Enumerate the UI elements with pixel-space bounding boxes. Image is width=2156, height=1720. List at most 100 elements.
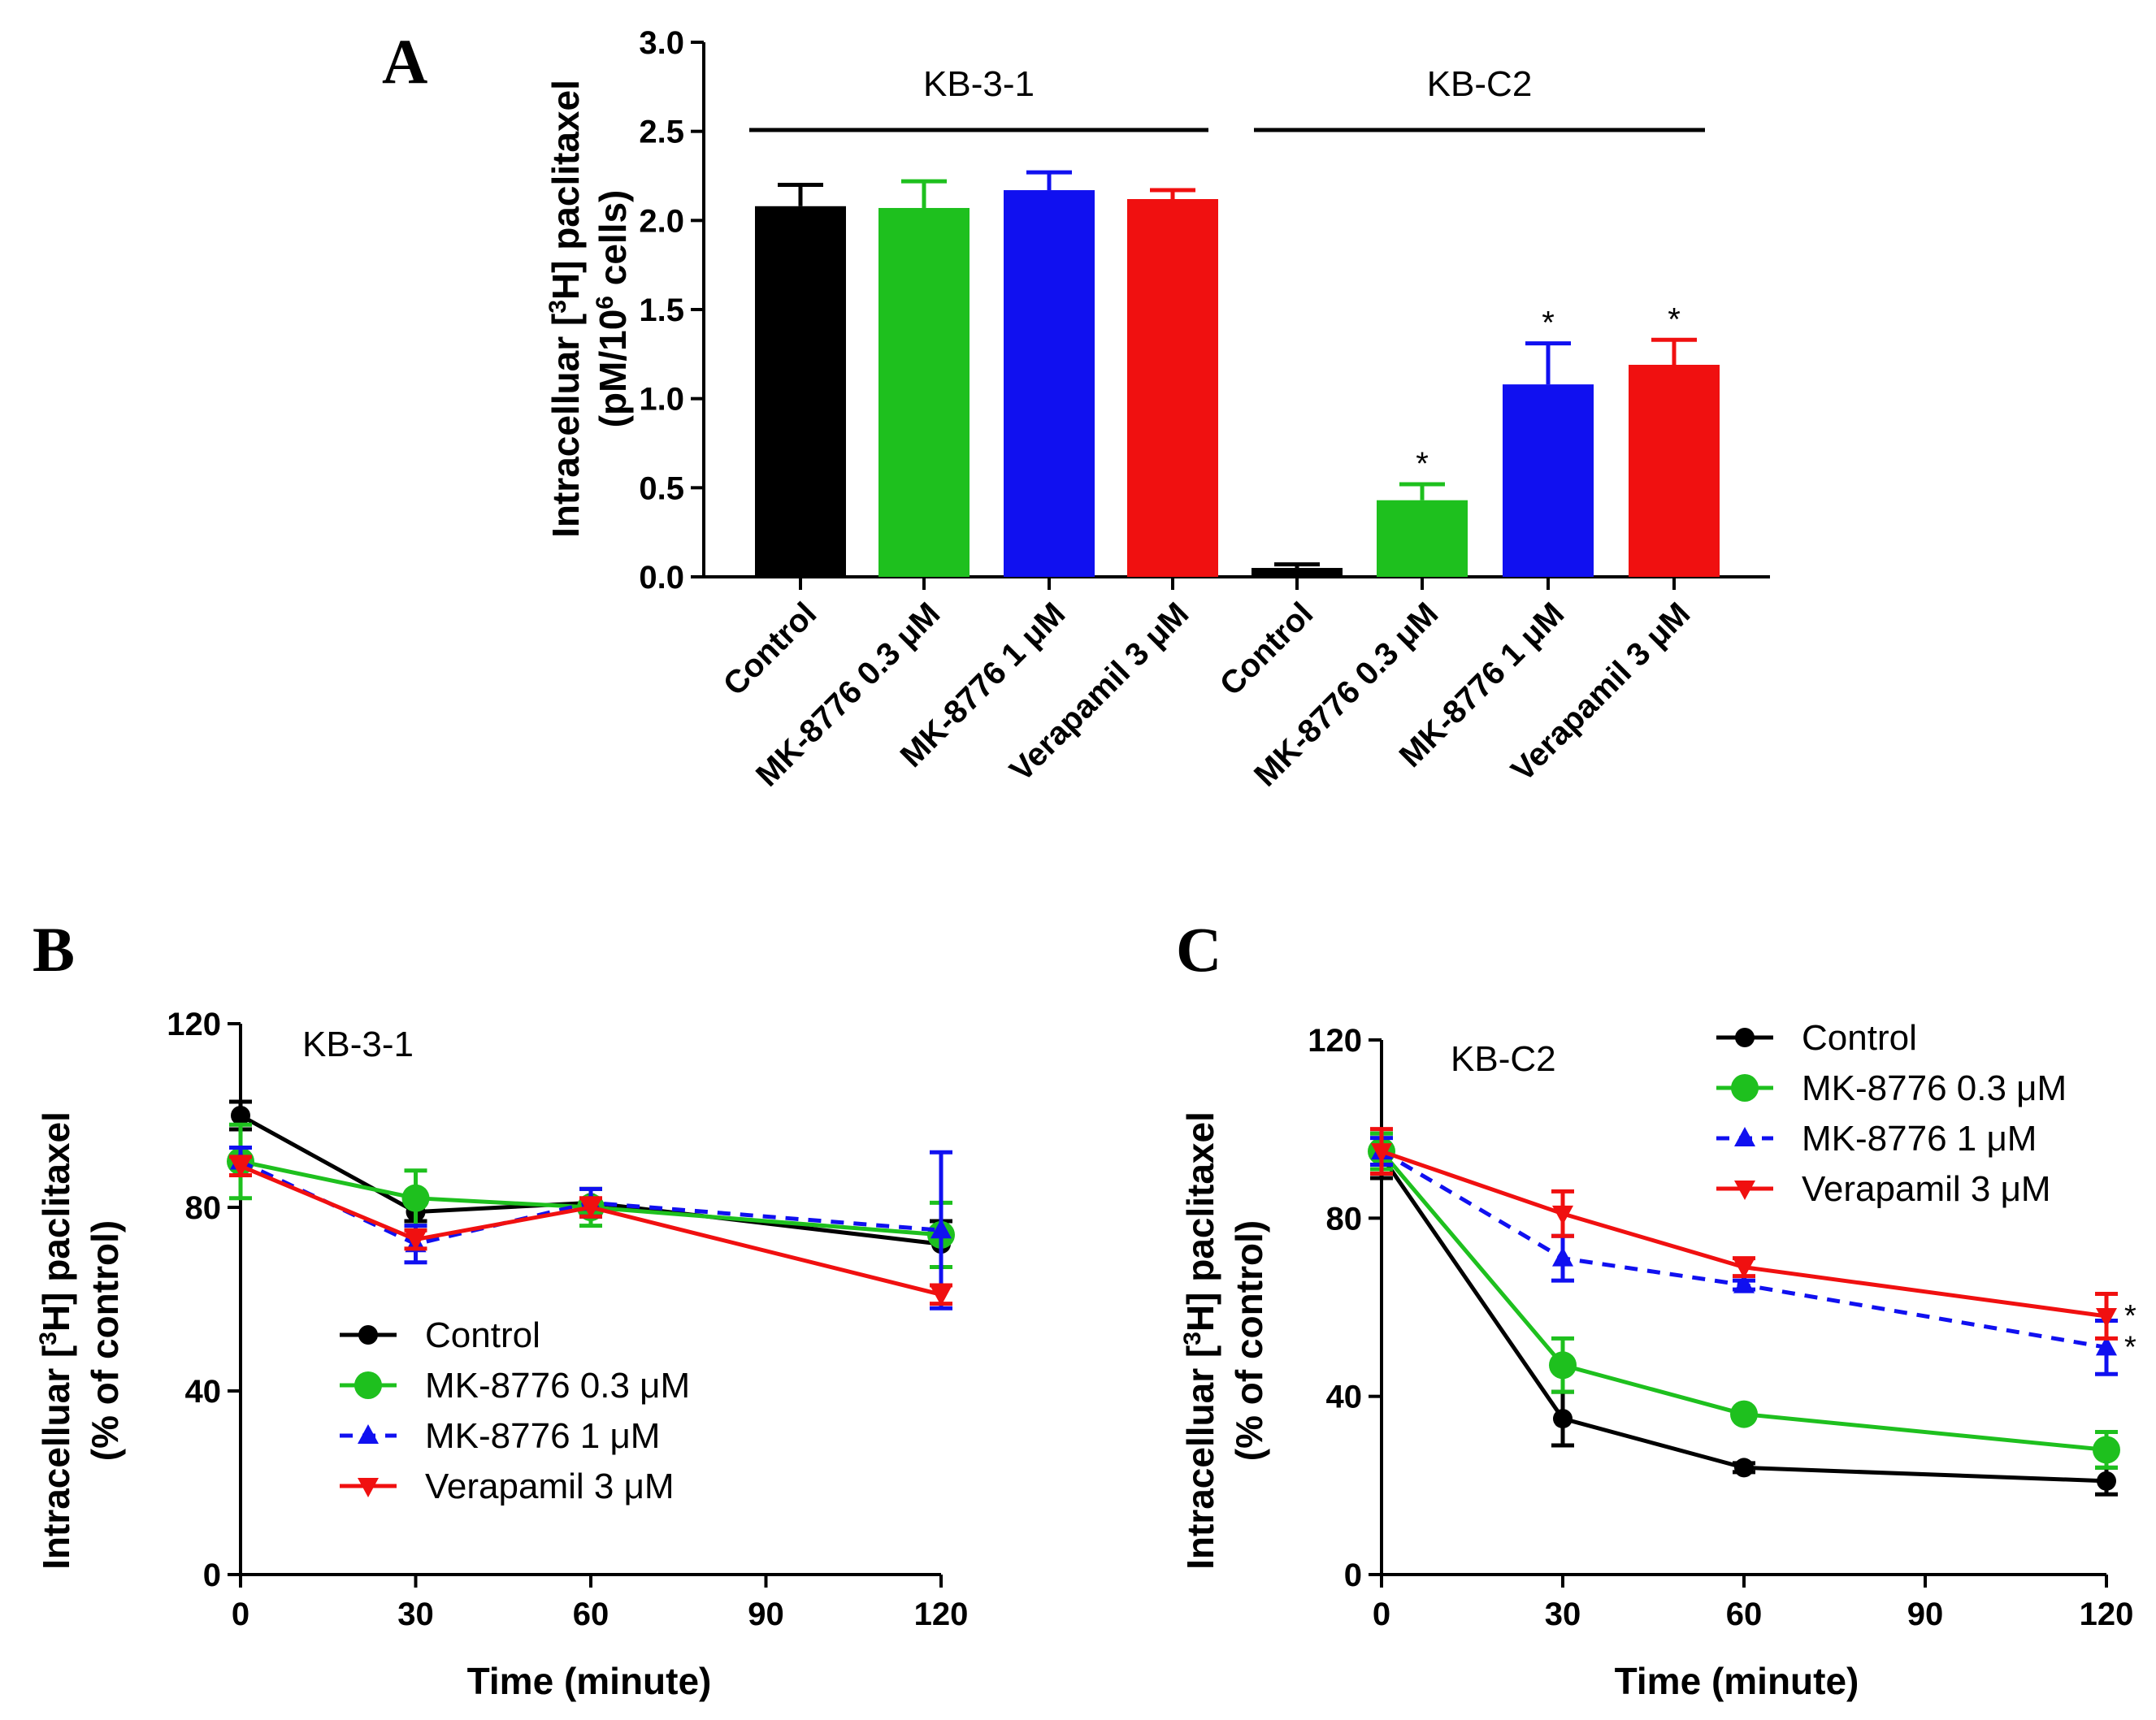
significance-star: * — [2124, 1330, 2136, 1364]
point — [1553, 1409, 1573, 1429]
x-tick-label: 60 — [1726, 1597, 1763, 1632]
point — [1733, 1273, 1755, 1293]
a-y-tick-label: 0.5 — [639, 470, 684, 506]
y-tick-label: 80 — [1326, 1201, 1363, 1237]
point — [1733, 1259, 1755, 1279]
point — [230, 1158, 251, 1178]
y-tick-label: 0 — [203, 1558, 221, 1593]
x-tick-label: 0 — [232, 1597, 249, 1632]
x-tick-label: 30 — [1545, 1597, 1581, 1632]
y-tick-label: 80 — [185, 1190, 222, 1226]
a-group-label: KB-3-1 — [923, 64, 1035, 104]
series-line — [1381, 1149, 2107, 1319]
point — [401, 1184, 430, 1212]
series-line — [1380, 1149, 2107, 1350]
significance-star: * — [2124, 1299, 2136, 1333]
panel-a-y-axis-title: Intracelluar [3H] paclitaxel — [544, 80, 588, 538]
a-significance-star: * — [1542, 305, 1555, 341]
point — [405, 1231, 427, 1251]
x-tick-label: 90 — [748, 1597, 784, 1632]
legend-label: Verapamil 3 μM — [425, 1467, 675, 1506]
legend-label: MK-8776 0.3 μM — [425, 1366, 690, 1406]
point — [358, 1424, 379, 1444]
series-line — [1379, 1155, 2107, 1484]
a-significance-star: * — [1416, 446, 1429, 482]
a-y-tick-label: 2.0 — [639, 203, 684, 239]
legend-label: MK-8776 1 μM — [1802, 1119, 2037, 1159]
point — [1552, 1205, 1573, 1225]
panel-a-bar-chart: A Intracelluar [3H] paclitaxel (pM/106 c… — [382, 25, 1770, 794]
a-y-tick-label: 3.0 — [639, 25, 684, 61]
panel-c-y-axis-title: Intracelluar [3H] paclitaxel — [1179, 1111, 1222, 1570]
legend: Control MK-8776 0.3 μM MK-8776 1 μM Verapam… — [340, 1315, 690, 1506]
legend-label: Control — [1802, 1018, 1917, 1058]
point — [358, 1325, 378, 1345]
point — [1735, 1028, 1755, 1047]
panel-a-letter: A — [382, 26, 427, 97]
point — [580, 1199, 601, 1219]
x-tick-label: 90 — [1907, 1597, 1944, 1632]
bar — [1377, 500, 1468, 577]
point — [2093, 1436, 2120, 1464]
panel-b-line-chart: B Intracelluar [3H] paclitaxel (% of con… — [33, 914, 968, 1702]
bar — [1503, 384, 1594, 577]
a-y-tick-label: 1.0 — [639, 382, 684, 418]
panel-c-cell-line-label: KB-C2 — [1451, 1039, 1556, 1079]
point — [1549, 1351, 1577, 1380]
x-tick-label: 60 — [573, 1597, 609, 1632]
a-y-tick-label: 0.0 — [639, 560, 684, 596]
y-tick-label: 120 — [1308, 1023, 1362, 1059]
a-group-label: KB-C2 — [1427, 64, 1533, 104]
panel-a-y-axis-title-units: (pM/106 cells) — [592, 190, 635, 428]
y-tick-label: 40 — [1326, 1380, 1363, 1415]
series-line — [240, 1159, 942, 1237]
legend: Control MK-8776 0.3 μM MK-8776 1 μM Verapam… — [1716, 1018, 2067, 1209]
bar — [1127, 199, 1218, 577]
bar — [755, 206, 846, 577]
legend-label: Control — [425, 1315, 540, 1355]
x-tick-label: 120 — [914, 1597, 969, 1632]
bar — [1629, 364, 1720, 577]
legend-label: MK-8776 1 μM — [425, 1416, 660, 1456]
bar — [1252, 568, 1343, 577]
series-line — [1380, 1150, 2107, 1452]
point — [1552, 1246, 1573, 1267]
point — [1731, 1074, 1759, 1102]
a-category-label: Control — [1213, 596, 1321, 703]
panel-c-x-axis-title: Time (minute) — [1615, 1660, 1859, 1702]
y-tick-label: 120 — [167, 1007, 221, 1042]
a-significance-star: * — [1668, 301, 1681, 337]
series-line — [240, 1163, 942, 1297]
point — [1371, 1143, 1392, 1163]
panel-b-cell-line-label: KB-3-1 — [302, 1025, 414, 1064]
a-category-label: Control — [717, 596, 824, 703]
bar — [1004, 190, 1095, 577]
y-tick-label: 40 — [185, 1374, 222, 1410]
series-verapamil-3-m: * — [1370, 1127, 2136, 1341]
legend-label: MK-8776 0.3 μM — [1802, 1068, 2067, 1108]
x-tick-label: 120 — [2080, 1597, 2134, 1632]
bar — [878, 207, 970, 578]
point — [1734, 1181, 1755, 1200]
panel-b-y-axis-title: Intracelluar [3H] paclitaxel — [35, 1111, 78, 1570]
a-y-tick-label: 2.5 — [639, 115, 684, 150]
point — [2096, 1336, 2117, 1356]
panel-c-letter: C — [1176, 914, 1221, 985]
panel-b-x-axis-title: Time (minute) — [467, 1660, 712, 1702]
x-tick-label: 30 — [397, 1597, 434, 1632]
x-tick-label: 0 — [1373, 1597, 1390, 1632]
point — [1734, 1127, 1755, 1146]
point — [931, 1286, 952, 1306]
series-verapamil-3-m — [229, 1155, 952, 1306]
series-control — [229, 1099, 952, 1269]
y-tick-label: 0 — [1344, 1558, 1362, 1593]
point — [2097, 1471, 2116, 1491]
legend-label: Verapamil 3 μM — [1802, 1169, 2051, 1209]
panel-b-plot-area: 0 40 80 120 0 30 60 90 120 Control MK-8776 0.3 μM M… — [167, 1007, 968, 1632]
series-line — [239, 1113, 942, 1246]
panel-b-letter: B — [33, 914, 75, 985]
point — [931, 1219, 952, 1239]
point — [2096, 1307, 2117, 1328]
